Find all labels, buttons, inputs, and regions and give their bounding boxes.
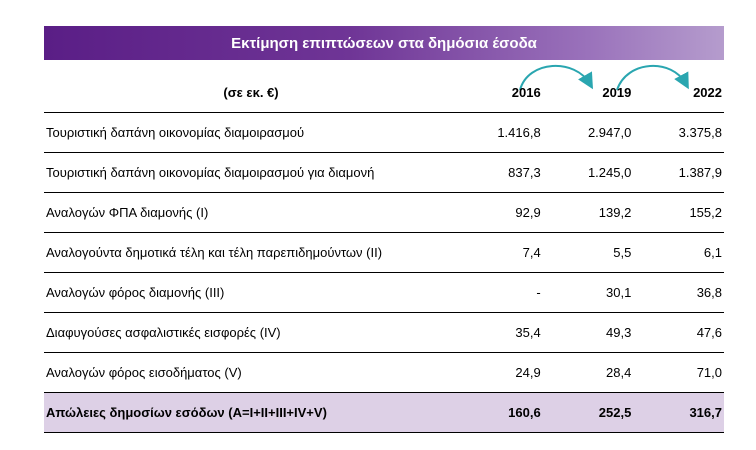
cell-2016: 1.416,8: [456, 112, 547, 153]
cell-2022: 1.387,9: [637, 152, 724, 193]
row-label: Αναλογούντα δημοτικά τέλη και τέλη παρεπ…: [44, 232, 457, 273]
cell-2016: 7,4: [456, 232, 547, 273]
row-label: Τουριστική δαπάνη οικονομίας διαμοιρασμο…: [44, 112, 457, 153]
cell-2022: 3.375,8: [637, 112, 724, 153]
cell-2019: 1.245,0: [546, 152, 638, 193]
total-2022: 316,7: [637, 392, 724, 433]
row-label: Αναλογών φόρος διαμονής (ΙΙΙ): [44, 272, 457, 313]
cell-2016: 24,9: [456, 352, 547, 393]
table-row: Αναλογών φόρος διαμονής (ΙΙΙ) - 30,1 36,…: [44, 272, 724, 313]
row-label: Αναλογών ΦΠΑ διαμονής (Ι): [44, 192, 457, 233]
table-row: Τουριστική δαπάνη οικονομίας διαμοιρασμο…: [44, 152, 724, 193]
cell-2022: 6,1: [637, 232, 724, 273]
table-row: Τουριστική δαπάνη οικονομίας διαμοιρασμο…: [44, 112, 724, 153]
cell-2022: 47,6: [637, 312, 724, 353]
cell-2019: 139,2: [546, 192, 638, 233]
total-row: Απώλειες δημοσίων εσόδων (Α=Ι+ΙΙ+ΙΙΙ+ΙV+…: [44, 392, 724, 433]
cell-2022: 71,0: [637, 352, 724, 393]
cell-2016: 35,4: [456, 312, 547, 353]
table-row: Αναλογών φόρος εισοδήματος (V) 24,9 28,4…: [44, 352, 724, 393]
table-title: Εκτίμηση επιπτώσεων στα δημόσια έσοδα: [231, 34, 537, 52]
row-label: Διαφυγούσες ασφαλιστικές εισφορές (ΙV): [44, 312, 457, 353]
table-row: Αναλογών ΦΠΑ διαμονής (Ι) 92,9 139,2 155…: [44, 192, 724, 233]
cell-2016: 92,9: [456, 192, 547, 233]
table-row: Αναλογούντα δημοτικά τέλη και τέλη παρεπ…: [44, 232, 724, 273]
cell-2019: 28,4: [546, 352, 638, 393]
year-2022-header: 2022: [637, 72, 724, 113]
cell-2016: -: [456, 272, 547, 313]
year-2016-header: 2016: [456, 72, 547, 113]
cell-2022: 155,2: [637, 192, 724, 233]
cell-2019: 49,3: [546, 312, 638, 353]
cell-2019: 5,5: [546, 232, 638, 273]
year-2019-header: 2019: [546, 72, 638, 113]
table-title-bar: Εκτίμηση επιπτώσεων στα δημόσια έσοδα: [44, 26, 724, 60]
total-2019: 252,5: [546, 392, 638, 433]
table-row: Διαφυγούσες ασφαλιστικές εισφορές (ΙV) 3…: [44, 312, 724, 353]
header-row: (σε εκ. €) 2016 2019 2022: [44, 72, 724, 113]
row-label: Τουριστική δαπάνη οικονομίας διαμοιρασμο…: [44, 152, 457, 193]
cell-2019: 30,1: [546, 272, 638, 313]
cell-2022: 36,8: [637, 272, 724, 313]
cell-2016: 837,3: [456, 152, 547, 193]
cell-2019: 2.947,0: [546, 112, 638, 153]
row-label: Αναλογών φόρος εισοδήματος (V): [44, 352, 457, 393]
revenue-impact-table: (σε εκ. €) 2016 2019 2022 Τουριστική δαπ…: [44, 72, 724, 433]
total-2016: 160,6: [456, 392, 547, 433]
total-label: Απώλειες δημοσίων εσόδων (Α=Ι+ΙΙ+ΙΙΙ+ΙV+…: [44, 392, 457, 433]
unit-label: (σε εκ. €): [44, 72, 457, 113]
